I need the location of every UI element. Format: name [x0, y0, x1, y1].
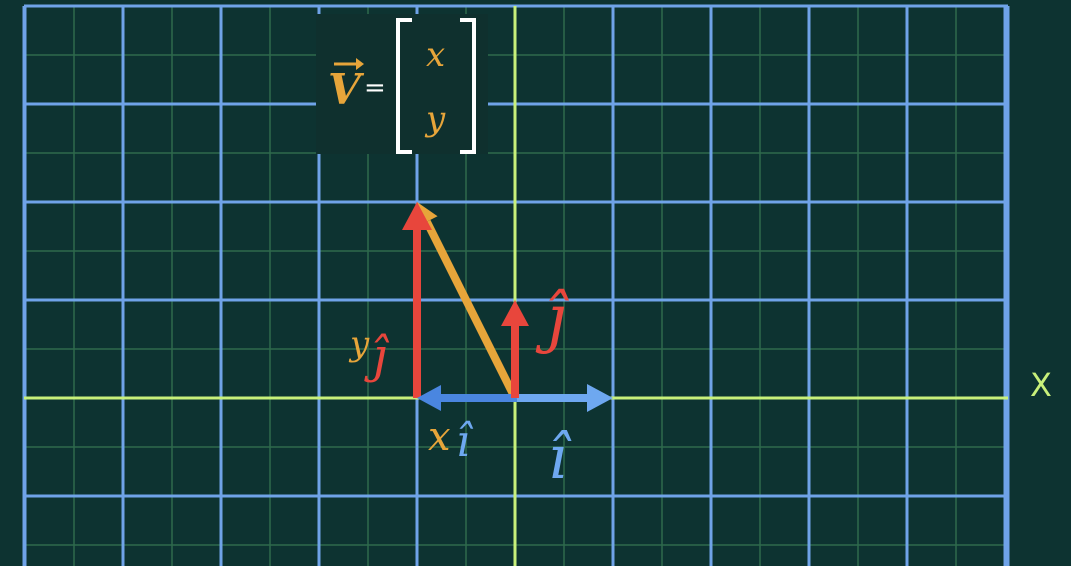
matrix-top-entry: x — [426, 35, 445, 75]
matrix-bottom-entry: y — [424, 99, 446, 139]
matrix-background — [316, 14, 488, 154]
basis-i-hat-arrowhead — [587, 384, 613, 412]
i-hat-label: î — [548, 423, 572, 493]
x-i-hat-label: î — [456, 416, 474, 467]
j-hat-label: ĵ — [535, 282, 570, 356]
right-bracket — [460, 18, 476, 154]
vectors — [402, 202, 613, 412]
vector-y-j-hat-arrowhead — [402, 202, 432, 230]
vector-symbol: V — [328, 65, 365, 114]
vector-v — [423, 219, 519, 400]
x-coefficient-label: x — [428, 414, 451, 460]
basis-j-hat-arrowhead — [501, 300, 529, 326]
vector-labels: ĵ y ĵ x î î — [348, 282, 572, 493]
vector-definition: V = x y — [316, 14, 488, 154]
equals-sign: = — [364, 73, 386, 103]
y-coefficient-label: y — [348, 324, 370, 364]
x-axis-label: X — [1030, 366, 1052, 404]
vector-arrow-icon — [334, 58, 364, 70]
left-bracket — [396, 18, 412, 154]
vector-x-i-hat-arrowhead — [417, 385, 441, 411]
